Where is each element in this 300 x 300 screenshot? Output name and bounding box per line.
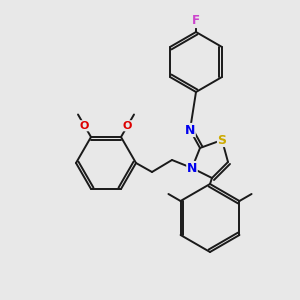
Text: N: N bbox=[187, 161, 197, 175]
Text: S: S bbox=[218, 134, 226, 146]
Text: O: O bbox=[80, 121, 89, 131]
Text: N: N bbox=[185, 124, 195, 136]
Text: O: O bbox=[123, 121, 132, 131]
Text: F: F bbox=[192, 14, 200, 28]
